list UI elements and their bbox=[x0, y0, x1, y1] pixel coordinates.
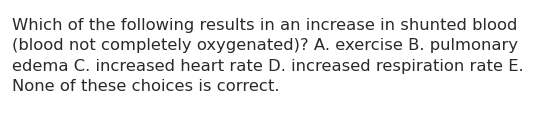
Text: Which of the following results in an increase in shunted blood
(blood not comple: Which of the following results in an inc… bbox=[12, 18, 523, 94]
